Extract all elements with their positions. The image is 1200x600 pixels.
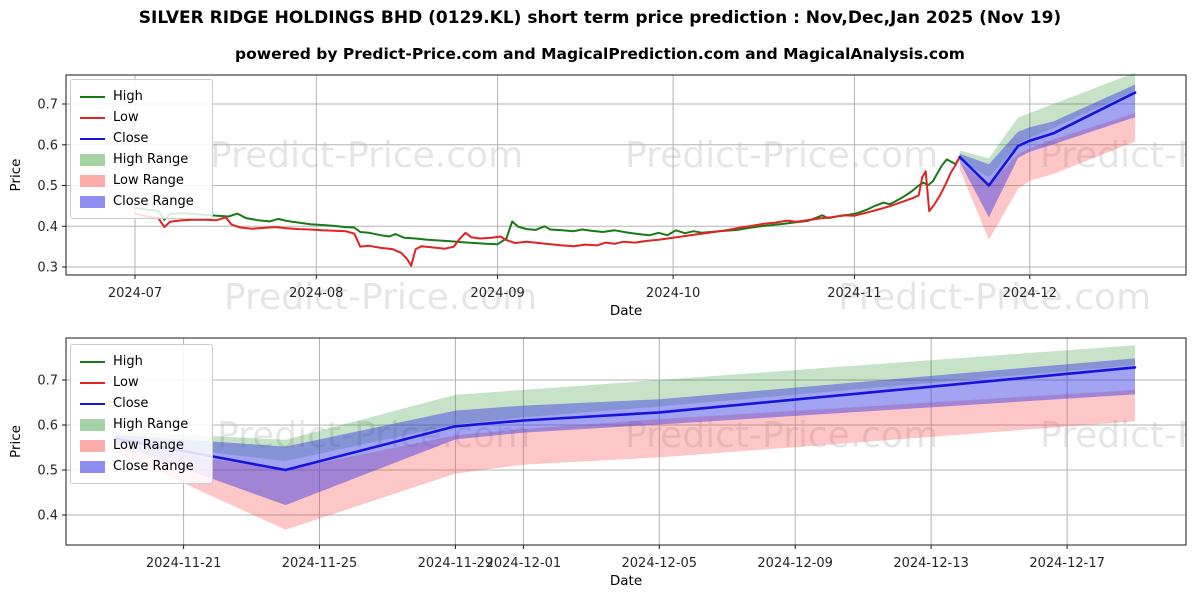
x-axis-label: Date <box>610 303 642 319</box>
y-tick-label: 0.4 <box>37 509 58 524</box>
legend-row-low-range: Low Range <box>80 435 204 456</box>
line-close <box>114 366 1137 472</box>
legend-label: High <box>113 89 143 104</box>
legend-row-close: Close <box>80 393 204 414</box>
legend-label: High Range <box>113 152 189 167</box>
y-tick-label: 0.3 <box>37 261 58 276</box>
x-tick-label: 2024-12-09 <box>757 556 833 571</box>
legend-label: Close <box>113 131 149 146</box>
legend-row-low: Low <box>80 372 204 393</box>
line-high <box>134 156 961 246</box>
x-tick-label: 2024-12-05 <box>622 556 698 571</box>
legend-bottom-chart: High Low Close High Range Low Range Close Ran… <box>70 344 213 484</box>
legend-row-close-range: Close Range <box>80 191 204 212</box>
legend-label: Low Range <box>113 173 184 188</box>
page-title: SILVER RIDGE HOLDINGS BHD (0129.KL) shor… <box>138 8 1062 28</box>
band-high-range <box>959 72 1136 178</box>
legend-label: Close Range <box>113 459 194 474</box>
chart-1: 2024-07 2024-08 2024-09 2024-10 2024-11 2024-… <box>8 72 1187 319</box>
y-tick-label: 0.5 <box>37 464 58 479</box>
x-tick-label: 2024-12 <box>1003 286 1057 301</box>
band-low-range <box>115 389 1136 530</box>
x-tick-label: 2024-09 <box>470 286 524 301</box>
legend-row-high-range: High Range <box>80 149 204 170</box>
x-axis-label: Date <box>610 573 642 589</box>
legend-label: Close Range <box>113 194 194 209</box>
y-tick-label: 0.4 <box>37 220 58 235</box>
legend-row-close: Close <box>80 128 204 149</box>
x-tick-label: 2024-11-25 <box>282 556 358 571</box>
band-close-range <box>115 358 1136 506</box>
legend-line-swatch <box>80 381 105 384</box>
line-low <box>134 156 961 267</box>
legend-label: Low <box>113 375 139 390</box>
x-tick-label: 2024-10 <box>646 286 700 301</box>
legend-line-swatch <box>80 360 105 363</box>
plot-border <box>65 337 1187 546</box>
legend-patch-swatch <box>80 439 105 452</box>
x-tick-label: 2024-12-13 <box>893 556 969 571</box>
y-tick-label: 0.7 <box>37 98 58 113</box>
legend-label: High Range <box>113 417 189 432</box>
watermark-row: Predict-Price.com Predict-Price.com Pred… <box>0 414 1186 458</box>
y-tick-label: 0.7 <box>37 374 58 389</box>
watermark-text: Predict-Price.com <box>1040 415 1186 456</box>
x-tick-label: 2024-12-01 <box>486 556 562 571</box>
watermark-text: Predict-Price.com <box>224 277 538 318</box>
watermark-row: Predict-Price.com Predict-Price.com Pred… <box>0 134 1186 178</box>
y-tick-label: 0.6 <box>37 419 58 434</box>
x-tick-label: 2024-07 <box>108 286 162 301</box>
line-close <box>958 91 1137 187</box>
legend-line-swatch <box>80 95 105 98</box>
x-tick-label: 2024-08 <box>289 286 343 301</box>
y-axis-label: Price <box>8 159 24 192</box>
band-close-range <box>959 84 1136 218</box>
x-tick-label: 2024-11-21 <box>146 556 222 571</box>
legend-row-high: High <box>80 86 204 107</box>
legend-top-chart: High Low Close High Range Low Range Close Ran… <box>70 79 213 219</box>
watermark-row: Predict-Price.com Predict-Price.com <box>0 276 1186 320</box>
legend-label: Low <box>113 110 139 125</box>
legend-label: Close <box>113 396 149 411</box>
legend-label: Low Range <box>113 438 184 453</box>
chart-2: 2024-11-21 2024-11-25 2024-11-292024-12-01… <box>8 337 1187 589</box>
watermark-text: Predict-Price.com <box>625 135 939 176</box>
legend-row-low: Low <box>80 107 204 128</box>
legend-patch-swatch <box>80 460 105 473</box>
y-tick-label: 0.5 <box>37 179 58 194</box>
legend-row-low-range: Low Range <box>80 170 204 191</box>
legend-row-high: High <box>80 351 204 372</box>
watermark-text: Predict-Price.com <box>210 135 524 176</box>
legend-line-swatch <box>80 116 105 119</box>
y-axis-label: Price <box>8 425 24 458</box>
watermark-text: Predict-Price.com <box>1040 135 1186 176</box>
legend-patch-swatch <box>80 153 105 166</box>
legend-patch-swatch <box>80 174 105 187</box>
y-tick-label: 0.6 <box>37 138 58 153</box>
legend-row-close-range: Close Range <box>80 456 204 477</box>
plot-border <box>65 74 1187 276</box>
band-high-range <box>115 345 1136 461</box>
watermark-text: Predict-Price.com <box>625 414 938 458</box>
legend-patch-swatch <box>80 418 105 431</box>
legend-line-swatch <box>80 402 105 405</box>
band-low-range <box>959 113 1136 240</box>
legend-label: High <box>113 354 143 369</box>
x-tick-label: 2024-11-29 <box>418 556 494 571</box>
page-subtitle: powered by Predict-Price.com and Magical… <box>235 45 965 63</box>
x-tick-label: 2024-11 <box>827 286 881 301</box>
legend-row-high-range: High Range <box>80 414 204 435</box>
watermark-text: Predict-Price.com <box>217 414 530 458</box>
watermark-text: Predict-Price.com <box>838 277 1152 318</box>
x-tick-label: 2024-12-17 <box>1029 556 1105 571</box>
legend-line-swatch <box>80 137 105 140</box>
legend-patch-swatch <box>80 195 105 208</box>
